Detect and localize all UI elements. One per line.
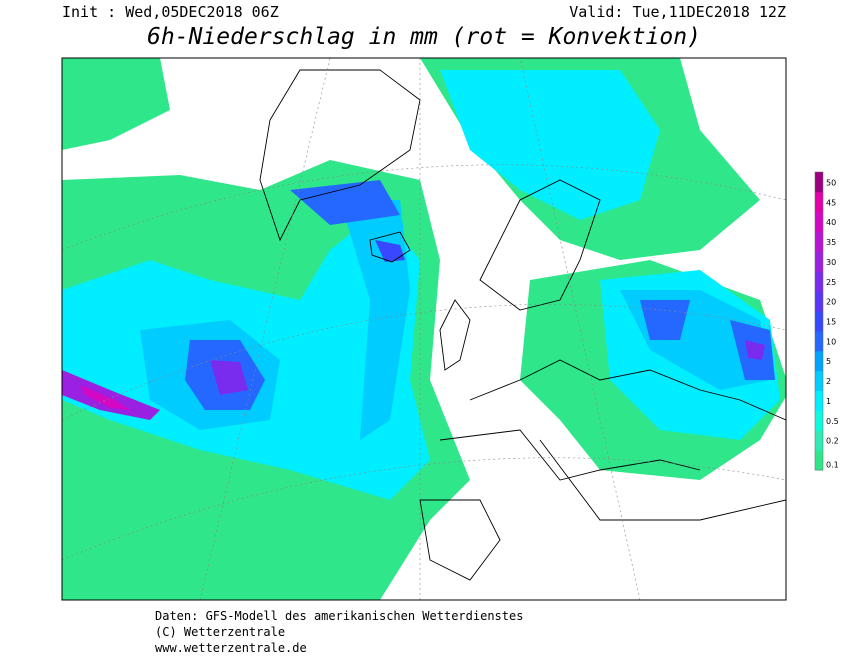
legend-label: 15 — [826, 317, 836, 326]
legend-label: 40 — [826, 218, 836, 227]
footer-source: Daten: GFS-Modell des amerikanischen Wet… — [155, 609, 523, 623]
legend-swatch — [815, 172, 823, 193]
legend-swatch — [815, 370, 823, 392]
legend-label: 45 — [826, 198, 836, 207]
legend-frame — [814, 171, 824, 471]
legend-label: 35 — [826, 238, 836, 247]
footer-copyright: (C) Wetterzentrale — [155, 625, 285, 639]
legend-label: 0.2 — [826, 437, 839, 446]
legend-swatch — [815, 231, 823, 252]
precipitation-field — [62, 58, 786, 600]
legend-label: 30 — [826, 258, 836, 267]
legend-swatch — [815, 191, 823, 213]
init-time: Init : Wed,05DEC2018 06Z — [62, 3, 279, 21]
legend-swatch — [815, 410, 823, 431]
graticule — [62, 58, 786, 600]
legend-swatch — [815, 251, 823, 272]
map-title: 6h-Niederschlag in mm (rot = Konvektion) — [147, 24, 701, 50]
map-frame — [61, 57, 787, 601]
legend-label: 5 — [826, 357, 831, 366]
legend-label: 10 — [826, 337, 836, 346]
legend-label: 0.1 — [826, 461, 839, 470]
legend-label: 50 — [826, 178, 836, 187]
legend-swatch — [815, 311, 823, 332]
legend-swatch — [815, 211, 823, 233]
legend-swatch — [815, 350, 823, 372]
legend-swatch — [815, 450, 823, 471]
legend-swatch — [815, 390, 823, 411]
legend-label: 2 — [826, 377, 831, 386]
coastlines — [259, 69, 786, 581]
valid-time: Valid: Tue,11DEC2018 12Z — [569, 3, 786, 21]
legend-swatch — [815, 291, 823, 312]
footer-url: www.wetterzentrale.de — [155, 641, 307, 655]
legend-label: 0.5 — [826, 417, 839, 426]
legend-label: 25 — [826, 278, 836, 287]
legend-swatch — [815, 271, 823, 292]
legend-label: 1 — [826, 397, 831, 406]
legend-swatch — [815, 330, 823, 352]
legend-swatch — [815, 430, 823, 451]
map-area — [62, 58, 786, 600]
legend-label: 20 — [826, 298, 836, 307]
